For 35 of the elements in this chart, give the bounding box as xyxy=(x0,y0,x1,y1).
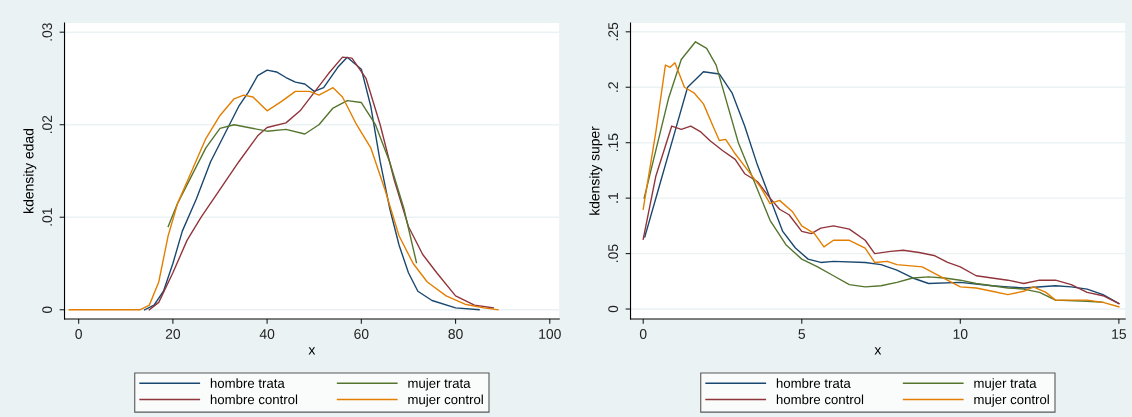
legend-label: hombre trata xyxy=(776,378,851,388)
legend-label: hombre control xyxy=(776,394,864,405)
y-tick-label: 0 xyxy=(608,305,619,313)
line-series xyxy=(68,87,499,311)
x-axis-title: x xyxy=(308,347,316,355)
x-tick-label: 10 xyxy=(953,329,968,339)
x-tick-label: 0 xyxy=(75,329,82,339)
line-series xyxy=(167,99,418,264)
legend-label: mujer trata xyxy=(974,378,1037,391)
y-tick-label: .2 xyxy=(608,82,618,92)
x-tick-label: 100 xyxy=(539,329,561,339)
y-axis-title: kdensity super xyxy=(589,126,603,215)
x-tick-label: 60 xyxy=(354,329,369,339)
y-tick-label: .03 xyxy=(42,23,53,41)
legend-label: mujer control xyxy=(408,394,483,407)
x-tick-label: 0 xyxy=(639,329,647,339)
line-series xyxy=(642,125,1120,305)
y-tick-label: .25 xyxy=(608,22,619,41)
x-tick-label: 15 xyxy=(1112,329,1127,339)
legend-label: hombre trata xyxy=(210,378,285,388)
x-axis-title: x xyxy=(874,347,882,355)
legend-label: mujer trata xyxy=(408,378,471,391)
y-tick-label: 0 xyxy=(42,306,53,314)
y-axis-title: kdensity edad xyxy=(23,129,37,213)
y-tick-label: .1 xyxy=(608,193,618,203)
x-tick-label: 5 xyxy=(798,329,806,339)
y-tick-label: .15 xyxy=(608,133,619,152)
y-tick-label: .01 xyxy=(42,208,53,226)
x-tick-label: 40 xyxy=(259,329,275,339)
y-tick-label: .02 xyxy=(42,115,53,134)
x-tick-label: 20 xyxy=(165,329,181,339)
legend-label: hombre control xyxy=(210,394,298,405)
x-tick-label: 80 xyxy=(448,329,463,339)
legend-label: mujer control xyxy=(974,394,1049,407)
y-tick-label: .05 xyxy=(608,244,619,262)
